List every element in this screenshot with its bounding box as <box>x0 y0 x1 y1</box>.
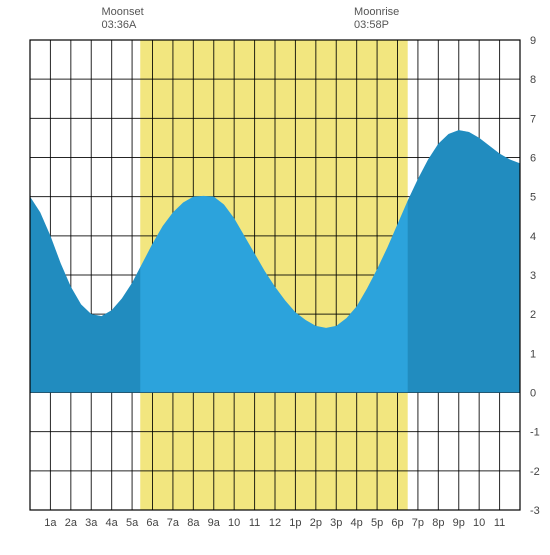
x-tick-label: 4a <box>106 517 119 529</box>
x-tick-label: 1p <box>289 517 301 529</box>
y-tick-label: -2 <box>530 466 540 478</box>
x-tick-label: 11 <box>494 517 505 529</box>
x-tick-label: 4p <box>351 517 363 529</box>
moonset-annotation: Moonset03:36A <box>102 6 144 32</box>
annotation-title: Moonset <box>102 6 144 19</box>
x-tick-label: 11 <box>249 517 260 529</box>
x-tick-label: 7a <box>167 517 180 529</box>
x-tick-label: 2p <box>310 517 322 529</box>
y-tick-label: 6 <box>530 153 536 165</box>
y-tick-label: 9 <box>530 35 536 47</box>
moonrise-annotation: Moonrise03:58P <box>354 6 399 32</box>
x-tick-label: 9p <box>453 517 465 529</box>
x-tick-label: 5a <box>126 517 139 529</box>
x-tick-label: 3a <box>85 517 98 529</box>
annotation-time: 03:36A <box>102 19 144 32</box>
annotation-title: Moonrise <box>354 6 399 19</box>
x-tick-label: 8p <box>432 517 444 529</box>
y-tick-label: 5 <box>530 192 536 204</box>
annotation-time: 03:58P <box>354 19 399 32</box>
y-tick-label: 7 <box>530 113 536 125</box>
x-tick-label: 7p <box>412 517 424 529</box>
night-band-post <box>408 40 520 510</box>
y-tick-label: 1 <box>530 348 536 360</box>
x-tick-label: 9a <box>208 517 221 529</box>
x-tick-label: 1a <box>44 517 57 529</box>
y-tick-label: 4 <box>530 231 536 243</box>
x-tick-label: 8a <box>187 517 200 529</box>
x-tick-label: 5p <box>371 517 383 529</box>
x-tick-label: 2a <box>65 517 78 529</box>
tide-chart: 1a2a3a4a5a6a7a8a9a1011121p2p3p4p5p6p7p8p… <box>0 0 550 550</box>
x-tick-label: 6p <box>391 517 403 529</box>
y-tick-label: 8 <box>530 74 536 86</box>
y-tick-label: -1 <box>530 427 540 439</box>
x-tick-label: 6a <box>146 517 159 529</box>
y-tick-label: 0 <box>530 388 536 400</box>
x-tick-label: 12 <box>269 517 281 529</box>
chart-svg: 1a2a3a4a5a6a7a8a9a1011121p2p3p4p5p6p7p8p… <box>0 0 550 550</box>
x-tick-label: 3p <box>330 517 342 529</box>
x-tick-label: 10 <box>228 517 240 529</box>
y-tick-label: 3 <box>530 270 536 282</box>
x-tick-label: 10 <box>473 517 485 529</box>
y-tick-label: 2 <box>530 309 536 321</box>
y-tick-label: -3 <box>530 505 540 517</box>
